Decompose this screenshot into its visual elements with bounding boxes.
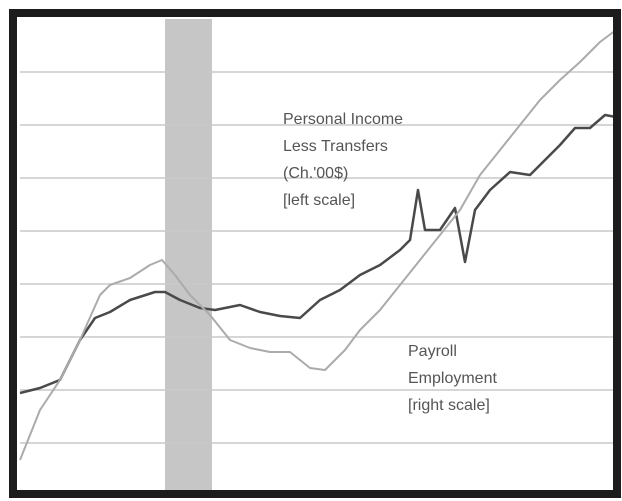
series-line [19, 29, 617, 461]
annotation: Payroll [408, 343, 457, 360]
annotation: [right scale] [408, 397, 490, 414]
series-line [19, 113, 617, 395]
annotation: (Ch.'00$) [283, 165, 348, 182]
annotation: Personal Income [283, 111, 403, 128]
recession-band [165, 19, 212, 496]
annotation: [left scale] [283, 192, 355, 209]
frame [9, 9, 621, 498]
annotation: Employment [408, 370, 497, 387]
plot-area [19, 19, 617, 496]
annotation: Less Transfers [283, 138, 388, 155]
